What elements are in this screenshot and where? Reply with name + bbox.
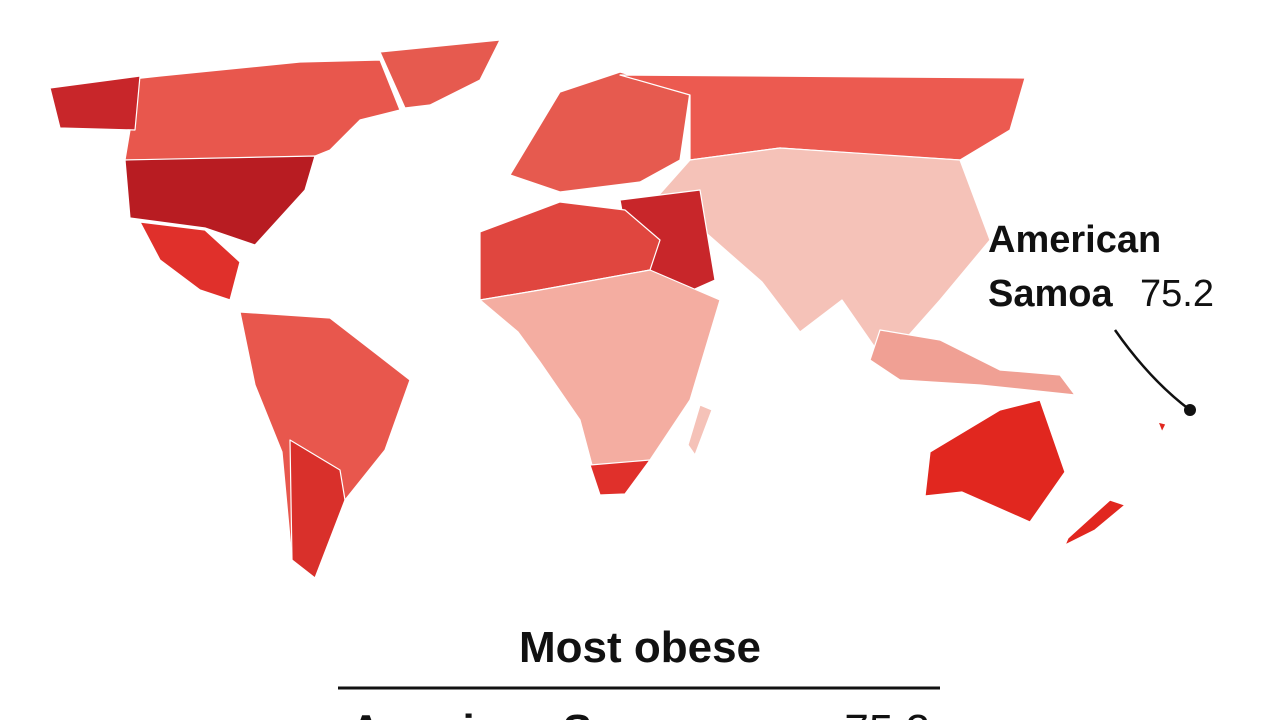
sub-saharan-africa [479, 269, 721, 496]
alaska [49, 75, 141, 131]
southeast-asia [869, 329, 1076, 396]
callout-line [1113, 329, 1191, 411]
argentina [289, 439, 346, 579]
madagascar [687, 404, 713, 456]
annotation-label: American [988, 219, 1161, 261]
new-zealand [1064, 499, 1126, 546]
united-states [124, 155, 316, 246]
australia [924, 399, 1066, 523]
annotation-label: Samoa [988, 273, 1113, 315]
world-map [49, 39, 1167, 579]
ranking-value: 75.2 [844, 706, 930, 720]
annotation: American Samoa 75.2 [988, 219, 1214, 416]
callout-dot [1184, 404, 1196, 416]
south-africa [589, 459, 651, 496]
ranking: Most obese American Samoa 75.2 [338, 623, 940, 720]
mexico-central-america [139, 221, 241, 301]
greenland [379, 39, 501, 109]
ranking-title: Most obese [519, 623, 761, 672]
ranking-name: American Samoa [350, 706, 708, 720]
pacific-islands [1157, 421, 1167, 433]
annotation-value: 75.2 [1140, 273, 1214, 315]
europe [509, 71, 691, 193]
